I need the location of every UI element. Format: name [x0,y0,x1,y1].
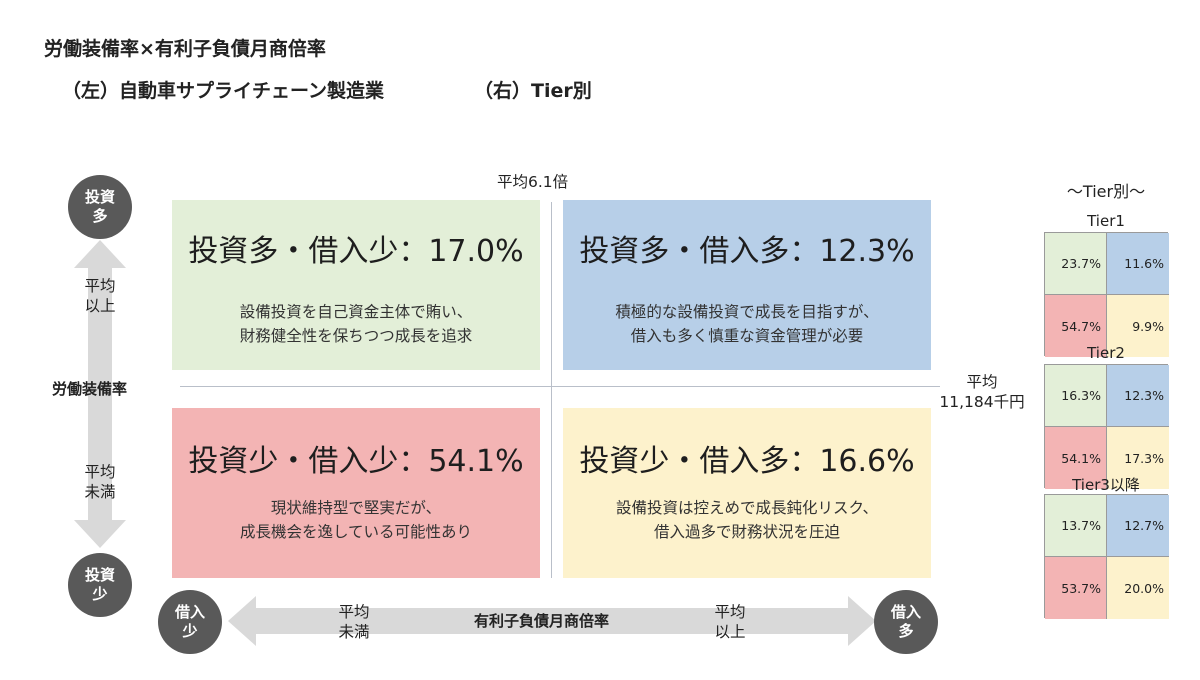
description-line: 借入過多で財務状況を圧迫 [653,523,840,541]
circle-text: 少 [182,622,198,640]
y-axis-label: 労働装備率 [52,380,128,398]
tier2-bottom-right: 17.3% [1107,427,1169,489]
label-line: 未満 [338,623,370,641]
tier2-label: Tier2 [1087,344,1125,362]
invest-low-circle: 投資 少 [68,553,132,617]
y-average-line2: 11,184千円 [939,393,1025,411]
horizontal-double-arrow [228,596,876,646]
horizontal-average-line [180,386,940,387]
borrow-high-circle: 借入 多 [874,590,938,654]
quadrant-heading: 投資少・借入多：16.6% [579,444,915,479]
subtitle-left: （左）自動車サプライチェーン製造業 [62,80,385,102]
circle-text: 多 [92,207,108,225]
tier1-bottom-left: 54.7% [1045,295,1107,357]
tier1-top-right: 11.6% [1107,233,1169,295]
vertical-average-line [551,202,552,578]
tier1-bottom-right: 9.9% [1107,295,1169,357]
quadrant-top-right: 投資多・借入多：12.3% 積極的な設備投資で成長を目指すが、 借入も多く慎重な… [563,200,931,370]
tier3-label: Tier3以降 [1072,476,1140,494]
quadrant-heading: 投資多・借入少：17.0% [188,234,524,269]
quadrant-heading: 投資少・借入少：54.1% [188,444,524,479]
tier1-label: Tier1 [1087,212,1125,230]
description-line: 現状維持型で堅実だが、 [270,499,442,517]
quadrant-description: 現状維持型で堅実だが、 成長機会を逸している可能性あり [172,496,540,544]
circle-text: 投資 [84,566,115,584]
description-line: 積極的な設備投資で成長を目指すが、 [615,303,879,321]
tier3-bottom-left: 53.7% [1045,557,1107,619]
quadrant-description: 設備投資を自己資金主体で賄い、 財務健全性を保ちつつ成長を追求 [172,300,540,348]
tier3-top-left: 13.7% [1045,495,1107,557]
label-line: 平均 [84,277,116,295]
circle-text: 多 [898,622,914,640]
label-line: 平均 [714,603,746,621]
label-line: 以上 [84,297,116,315]
tier3-top-right: 12.7% [1107,495,1169,557]
label-line: 以上 [714,623,746,641]
invest-high-circle: 投資 多 [68,175,132,239]
tier3-grid: 13.7% 12.7% 53.7% 20.0% [1044,494,1169,619]
tier1-grid: 23.7% 11.6% 54.7% 9.9% [1044,232,1169,357]
x-average-label: 平均6.1倍 [497,173,569,191]
tier2-top-right: 12.3% [1107,365,1169,427]
quadrant-description: 積極的な設備投資で成長を目指すが、 借入も多く慎重な資金管理が必要 [563,300,931,348]
tier2-bottom-left: 54.1% [1045,427,1107,489]
quadrant-description: 設備投資は控えめで成長鈍化リスク、 借入過多で財務状況を圧迫 [563,496,931,544]
description-line: 財務健全性を保ちつつ成長を追求 [239,327,473,345]
circle-text: 少 [92,585,108,603]
quadrant-bottom-left: 投資少・借入少：54.1% 現状維持型で堅実だが、 成長機会を逸している可能性あ… [172,408,540,578]
description-line: 成長機会を逸している可能性あり [239,523,473,541]
borrow-low-circle: 借入 少 [158,590,222,654]
tier-heading: ～Tier別～ [1066,182,1146,201]
x-below-average-label: 平均 未満 [334,602,374,642]
y-average-line1: 平均 [966,373,998,391]
x-axis-label: 有利子負債月商倍率 [474,612,610,630]
label-line: 未満 [84,483,116,501]
quadrant-top-left: 投資多・借入少：17.0% 設備投資を自己資金主体で賄い、 財務健全性を保ちつつ… [172,200,540,370]
quadrant-bottom-right: 投資少・借入多：16.6% 設備投資は控えめで成長鈍化リスク、 借入過多で財務状… [563,408,931,578]
y-below-average-label: 平均 未満 [80,462,120,502]
tier2-top-left: 16.3% [1045,365,1107,427]
circle-text: 投資 [84,188,115,206]
tier2-grid: 16.3% 12.3% 54.1% 17.3% [1044,364,1169,489]
y-above-average-label: 平均 以上 [80,276,120,316]
description-line: 設備投資は控えめで成長鈍化リスク、 [615,499,879,517]
vertical-double-arrow [74,240,126,548]
description-line: 設備投資を自己資金主体で賄い、 [239,303,473,321]
page-title: 労働装備率×有利子負債月商倍率 [44,38,326,60]
x-above-average-label: 平均 以上 [710,602,750,642]
label-line: 平均 [338,603,370,621]
y-average-label: 平均 11,184千円 [930,372,1034,412]
label-line: 平均 [84,463,116,481]
circle-text: 借入 [174,603,205,621]
quadrant-heading: 投資多・借入多：12.3% [579,234,915,269]
circle-text: 借入 [890,603,921,621]
subtitle-right: （右）Tier別 [474,80,592,102]
description-line: 借入も多く慎重な資金管理が必要 [630,327,864,345]
tier1-top-left: 23.7% [1045,233,1107,295]
tier3-bottom-right: 20.0% [1107,557,1169,619]
